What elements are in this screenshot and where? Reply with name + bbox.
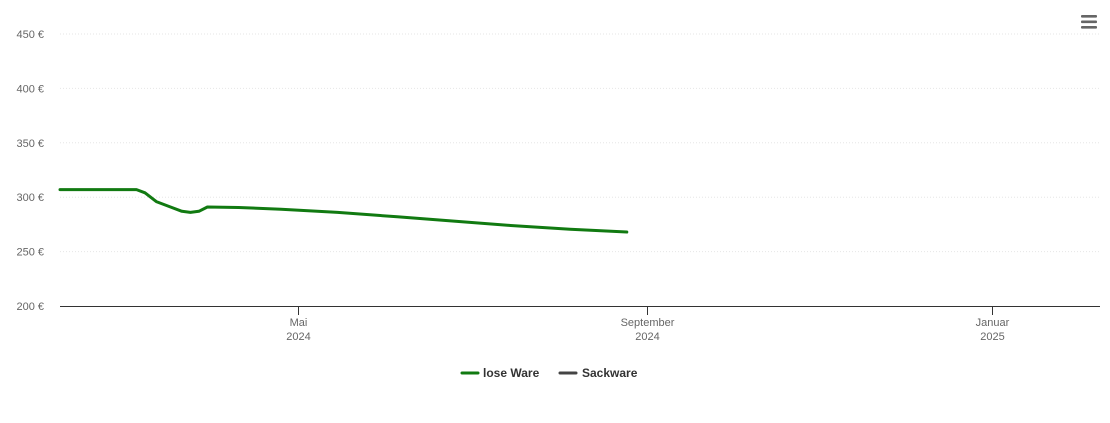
y-axis: 200 € 250 € 300 € 350 € 400 € 450 € xyxy=(16,29,44,313)
legend: lose Ware Sackware xyxy=(460,366,638,380)
y-tick-label: 250 € xyxy=(16,247,44,259)
x-axis: Mai 2024 September 2024 Januar 2025 xyxy=(60,306,1100,343)
y-tick-label: 450 € xyxy=(16,29,44,41)
y-tick-label: 400 € xyxy=(16,83,44,95)
x-tick-year: 2024 xyxy=(286,331,310,343)
legend-item[interactable]: lose Ware xyxy=(460,366,540,380)
y-tick-label: 300 € xyxy=(16,192,44,204)
x-tick-label: Mai xyxy=(290,317,308,329)
x-tick-year: 2024 xyxy=(635,331,659,343)
chart-menu-button[interactable] xyxy=(1076,10,1102,34)
x-tick-year: 2025 xyxy=(980,331,1004,343)
series-line xyxy=(58,188,629,234)
legend-label: Sackware xyxy=(582,366,638,380)
series-lines xyxy=(58,188,629,234)
y-tick-label: 350 € xyxy=(16,138,44,150)
y-tick-label: 200 € xyxy=(16,301,44,313)
gridlines xyxy=(60,33,1100,253)
legend-item[interactable]: Sackware xyxy=(558,366,638,380)
legend-label: lose Ware xyxy=(483,366,540,380)
hamburger-menu-icon xyxy=(1081,15,1097,29)
x-tick-label: September xyxy=(621,317,675,329)
x-tick-label: Januar xyxy=(976,317,1010,329)
